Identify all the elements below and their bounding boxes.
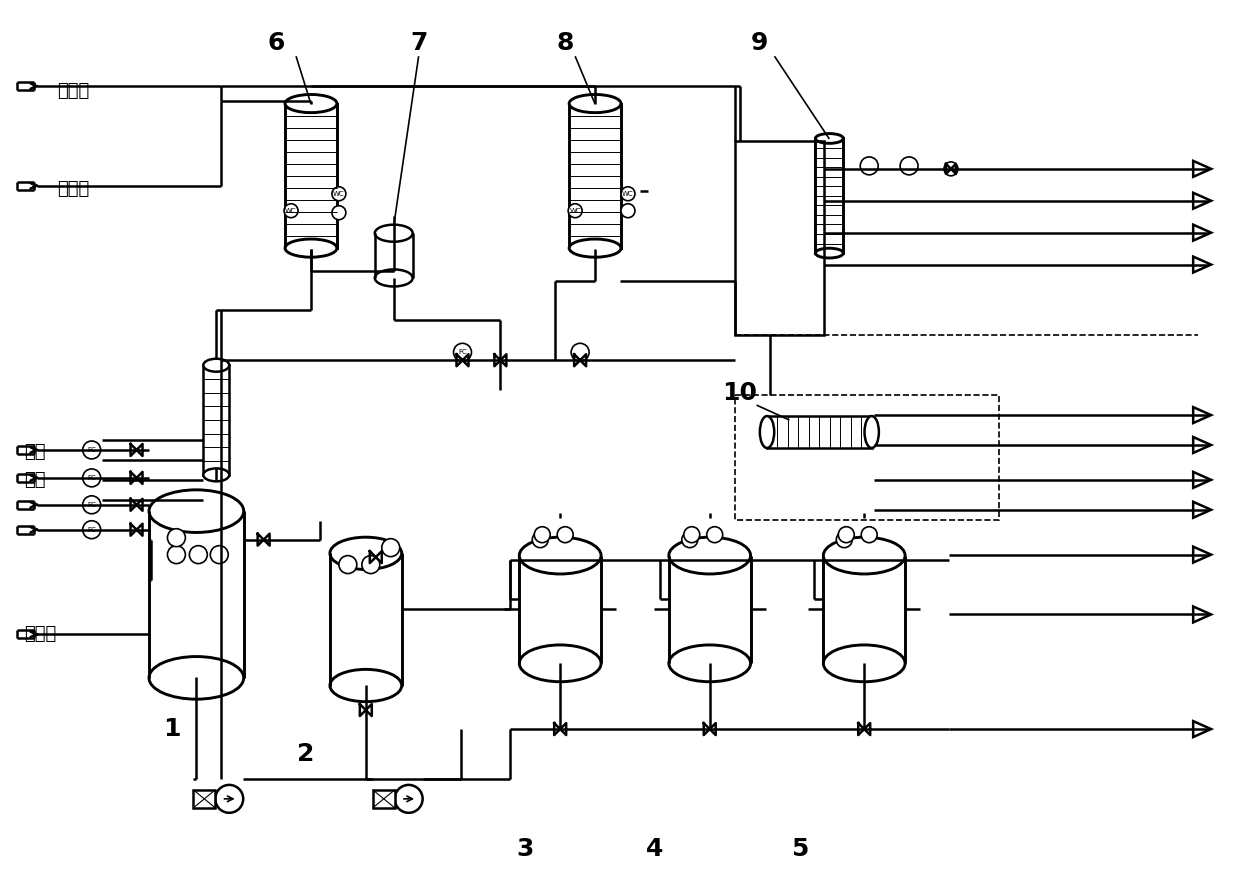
Ellipse shape bbox=[149, 490, 244, 533]
Ellipse shape bbox=[285, 95, 337, 113]
Polygon shape bbox=[1193, 721, 1211, 737]
Text: WC: WC bbox=[334, 191, 345, 197]
Text: 4: 4 bbox=[646, 837, 663, 861]
Bar bbox=[203, 365, 229, 475]
Circle shape bbox=[394, 785, 423, 813]
Ellipse shape bbox=[330, 669, 402, 702]
Ellipse shape bbox=[203, 359, 229, 371]
Polygon shape bbox=[1193, 407, 1211, 423]
Ellipse shape bbox=[569, 95, 621, 113]
Text: WC: WC bbox=[622, 191, 634, 197]
Polygon shape bbox=[1193, 606, 1211, 623]
Circle shape bbox=[532, 532, 548, 548]
Ellipse shape bbox=[816, 133, 843, 144]
Text: 3: 3 bbox=[517, 837, 534, 861]
Text: 10: 10 bbox=[722, 381, 758, 405]
Ellipse shape bbox=[668, 537, 750, 574]
Bar bbox=[373, 790, 394, 808]
Circle shape bbox=[190, 546, 207, 563]
Polygon shape bbox=[1193, 257, 1211, 272]
Polygon shape bbox=[1193, 472, 1211, 488]
Polygon shape bbox=[1193, 224, 1211, 241]
Circle shape bbox=[83, 469, 100, 487]
Ellipse shape bbox=[823, 537, 905, 574]
Text: FC: FC bbox=[87, 447, 95, 453]
Text: FC: FC bbox=[458, 350, 467, 356]
Circle shape bbox=[83, 496, 100, 513]
Circle shape bbox=[682, 532, 698, 548]
Text: FC: FC bbox=[87, 475, 95, 481]
Circle shape bbox=[557, 526, 573, 542]
Text: 8: 8 bbox=[557, 32, 574, 55]
Circle shape bbox=[862, 526, 877, 542]
Ellipse shape bbox=[520, 645, 601, 682]
Circle shape bbox=[216, 785, 243, 813]
Ellipse shape bbox=[864, 416, 879, 448]
Ellipse shape bbox=[203, 469, 229, 482]
Circle shape bbox=[362, 555, 379, 574]
Circle shape bbox=[167, 546, 186, 563]
Bar bbox=[569, 103, 621, 248]
Polygon shape bbox=[1193, 193, 1211, 208]
Ellipse shape bbox=[760, 416, 774, 448]
Bar bbox=[816, 138, 843, 253]
Text: 9: 9 bbox=[751, 32, 769, 55]
Text: FC: FC bbox=[87, 502, 95, 508]
Polygon shape bbox=[1193, 161, 1211, 177]
Text: 6: 6 bbox=[268, 32, 285, 55]
Circle shape bbox=[332, 206, 346, 220]
Text: 2: 2 bbox=[298, 742, 315, 766]
Bar bbox=[734, 141, 825, 336]
Text: FC: FC bbox=[87, 526, 95, 533]
Bar bbox=[285, 103, 337, 248]
Circle shape bbox=[861, 157, 878, 175]
Ellipse shape bbox=[520, 537, 601, 574]
Polygon shape bbox=[1193, 502, 1211, 518]
Text: 5: 5 bbox=[791, 837, 808, 861]
Ellipse shape bbox=[330, 537, 402, 569]
Ellipse shape bbox=[823, 645, 905, 682]
Circle shape bbox=[836, 532, 852, 548]
Ellipse shape bbox=[569, 239, 621, 258]
Circle shape bbox=[332, 187, 346, 201]
Text: 阻聚剂: 阻聚剂 bbox=[57, 180, 89, 198]
Circle shape bbox=[568, 204, 582, 218]
Circle shape bbox=[382, 539, 399, 556]
Circle shape bbox=[167, 529, 186, 547]
Text: 阻聚剂: 阻聚剂 bbox=[57, 82, 89, 100]
Circle shape bbox=[707, 526, 723, 542]
Circle shape bbox=[621, 187, 635, 201]
Circle shape bbox=[83, 520, 100, 539]
Ellipse shape bbox=[374, 270, 413, 286]
Text: 酰胺盐: 酰胺盐 bbox=[24, 625, 56, 643]
Circle shape bbox=[211, 546, 228, 563]
Circle shape bbox=[944, 162, 959, 176]
Circle shape bbox=[838, 526, 854, 542]
Bar bbox=[734, 395, 998, 519]
Circle shape bbox=[572, 343, 589, 361]
Circle shape bbox=[454, 343, 471, 361]
Text: WC: WC bbox=[569, 208, 582, 214]
Text: 1: 1 bbox=[162, 717, 180, 741]
Text: WC: WC bbox=[285, 208, 296, 214]
Ellipse shape bbox=[668, 645, 750, 682]
Polygon shape bbox=[1193, 437, 1211, 453]
Circle shape bbox=[284, 204, 298, 218]
Circle shape bbox=[683, 526, 699, 542]
Bar bbox=[193, 790, 216, 808]
Circle shape bbox=[339, 555, 357, 574]
Circle shape bbox=[621, 204, 635, 218]
Ellipse shape bbox=[374, 224, 413, 242]
Ellipse shape bbox=[816, 248, 843, 258]
Ellipse shape bbox=[285, 239, 337, 258]
Text: 甲醇: 甲醇 bbox=[24, 471, 46, 489]
Circle shape bbox=[900, 157, 918, 175]
Circle shape bbox=[534, 526, 551, 542]
Text: 7: 7 bbox=[410, 32, 428, 55]
Bar bbox=[768, 416, 872, 448]
Circle shape bbox=[83, 441, 100, 459]
Polygon shape bbox=[1193, 547, 1211, 562]
Ellipse shape bbox=[149, 656, 244, 699]
Text: 气氨: 气氨 bbox=[24, 443, 46, 461]
